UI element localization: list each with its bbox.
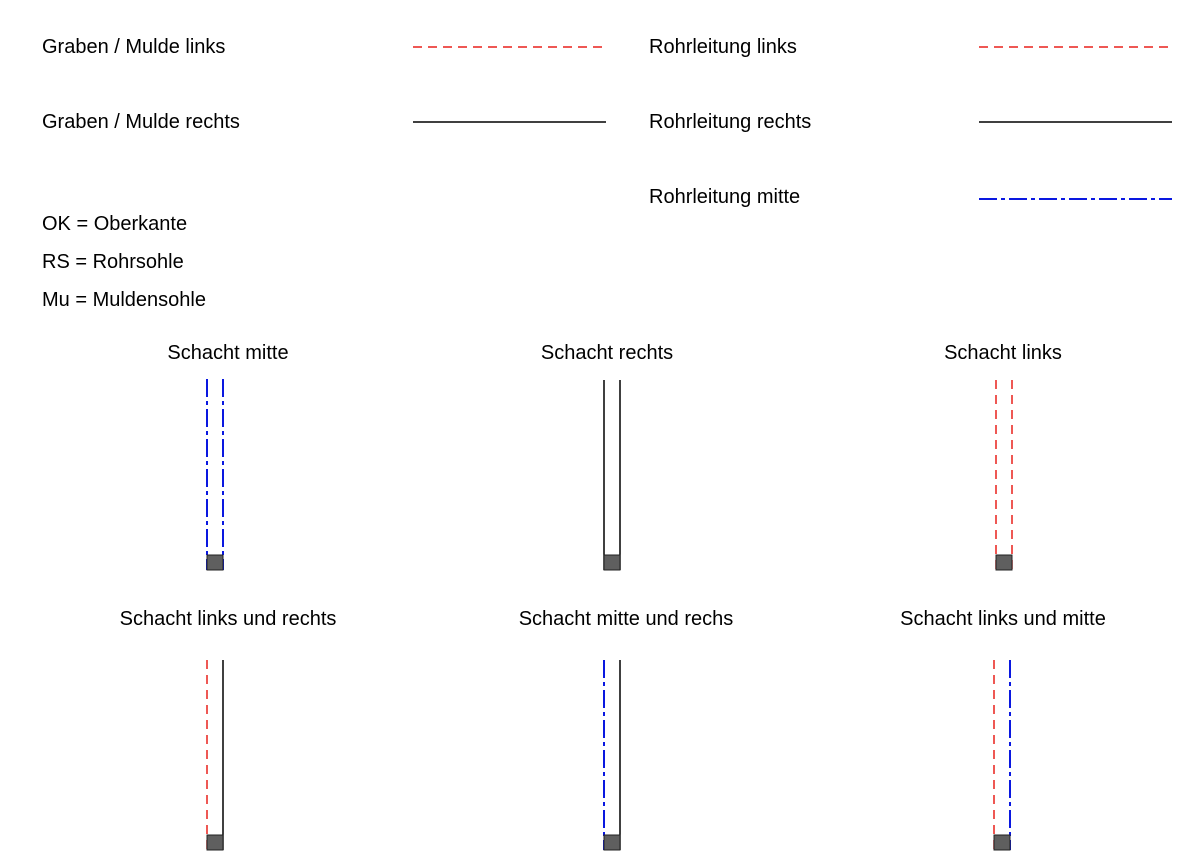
shaft-title-links-mitte: Schacht links und mitte: [900, 608, 1106, 630]
shaft-mitte-sole: [206, 554, 224, 571]
shaft-mitte-rechts: [603, 660, 621, 851]
shaft-links-rechts: [206, 660, 224, 851]
shaft-rechts-sole: [603, 554, 621, 571]
shaft-links-mitte: [993, 660, 1011, 851]
shaft-links-sole: [995, 554, 1013, 571]
shaft-mitte: [206, 379, 224, 571]
shaft-links-mitte-sole: [993, 834, 1011, 851]
abbreviation-rs: RS = Rohrsohle: [42, 251, 184, 273]
abbreviation-mu: Mu = Muldensohle: [42, 289, 206, 311]
shaft-links-rechts-sole: [206, 834, 224, 851]
shaft-mitte-rechts-sole: [603, 834, 621, 851]
legend-label-rohr-mitte: Rohrleitung mitte: [649, 186, 801, 208]
shaft-title-links-rechts: Schacht links und rechts: [119, 608, 337, 630]
legend-label-rohr-rechts: Rohrleitung rechts: [649, 111, 812, 133]
shaft-title-mitte: Schacht mitte: [167, 342, 289, 364]
abbreviation-ok: OK = Oberkante: [42, 213, 188, 235]
shaft-links: [995, 380, 1013, 571]
legend-label-graben-rechts: Graben / Mulde rechts: [42, 111, 240, 133]
shaft-rechts: [603, 380, 621, 571]
shaft-title-mitte-rechts: Schacht mitte und rechs: [518, 608, 734, 630]
legend-label-rohr-links: Rohrleitung links: [649, 36, 797, 58]
shaft-title-links: Schacht links: [944, 342, 1062, 364]
shaft-title-rechts: Schacht rechts: [540, 342, 674, 364]
legend-label-graben-links: Graben / Mulde links: [42, 36, 226, 58]
